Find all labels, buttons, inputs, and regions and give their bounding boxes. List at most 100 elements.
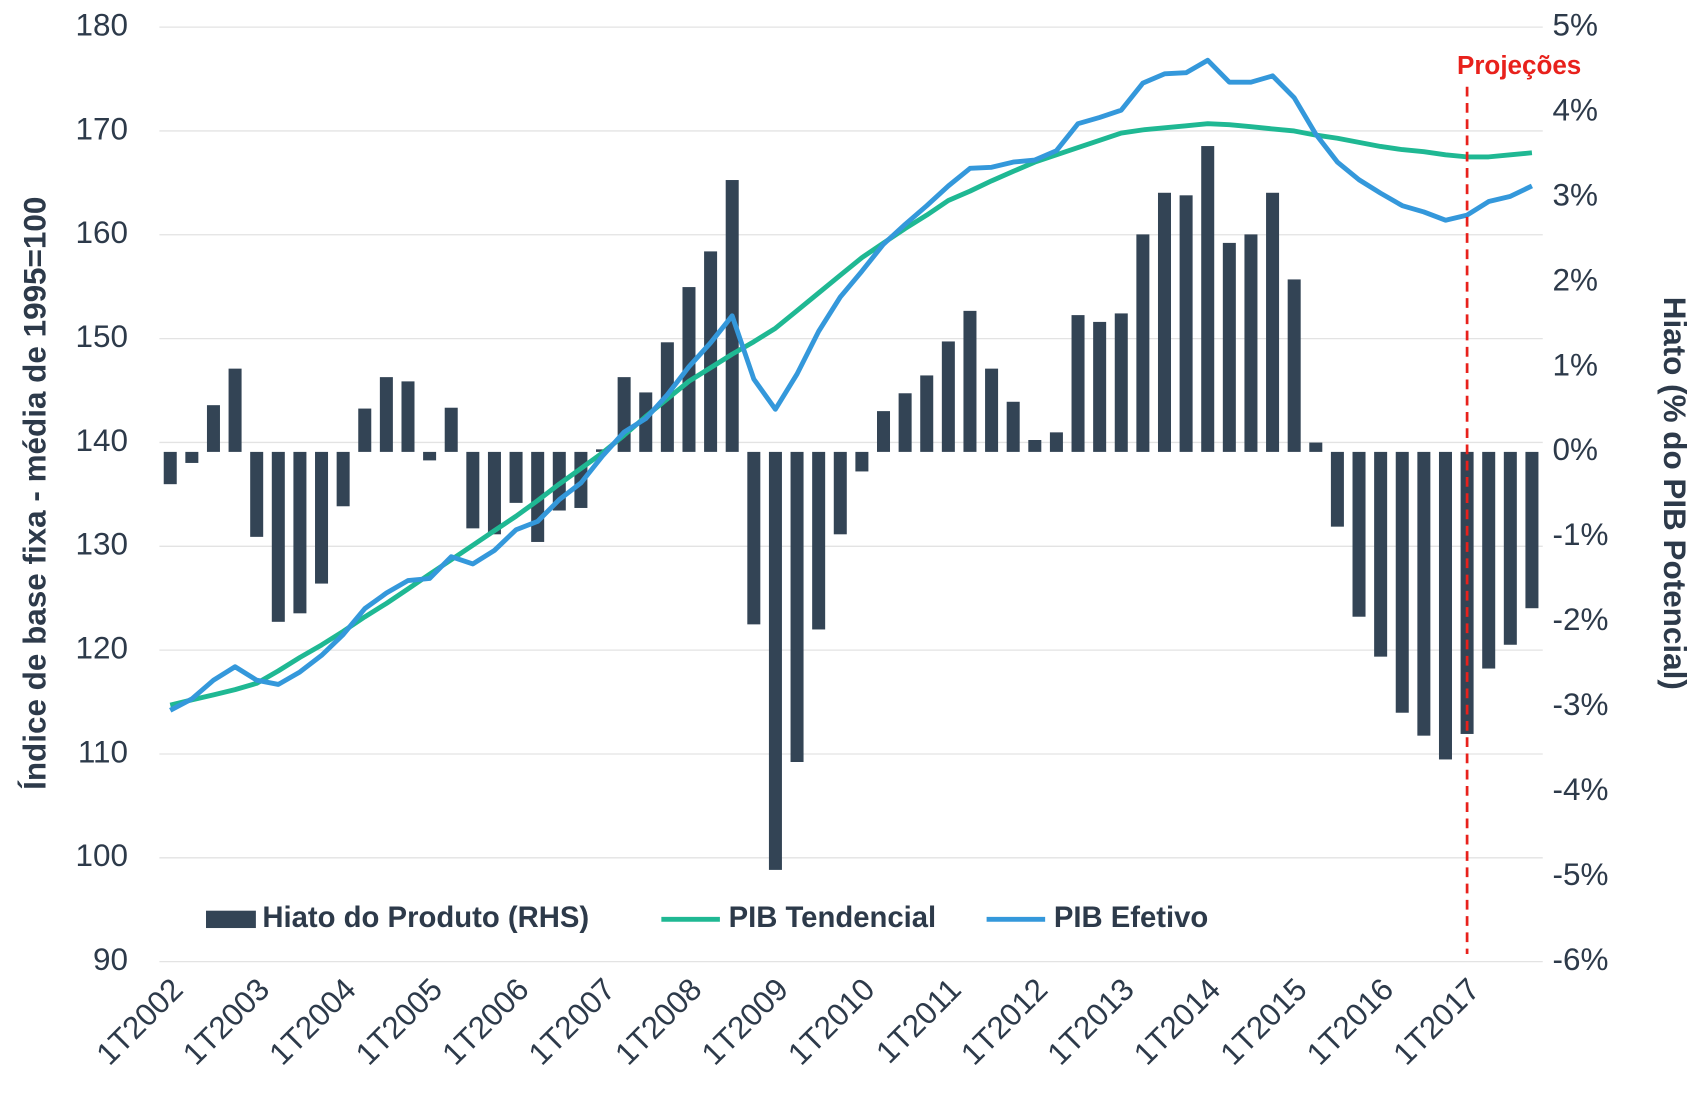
bar xyxy=(1136,234,1150,452)
y2-tick-label: 4% xyxy=(1553,92,1598,127)
bar xyxy=(747,451,761,625)
bar xyxy=(1157,192,1171,452)
bar xyxy=(1503,451,1517,645)
legend-label: PIB Efetivo xyxy=(1054,902,1209,934)
bar xyxy=(704,251,718,452)
y2-tick-label: 2% xyxy=(1553,262,1598,297)
y2-tick-label: -4% xyxy=(1553,772,1609,807)
bar xyxy=(790,451,804,762)
x-tick-label: 1T2012 xyxy=(954,972,1054,1072)
bar xyxy=(1330,451,1344,527)
bar xyxy=(185,451,199,463)
bar xyxy=(920,375,934,452)
bar xyxy=(206,405,220,452)
bar xyxy=(985,368,999,452)
y-tick-label: 180 xyxy=(75,7,127,42)
x-tick-label: 1T2013 xyxy=(1041,972,1141,1072)
bar xyxy=(271,451,285,622)
bar xyxy=(1438,451,1452,760)
x-tick-label: 1T2004 xyxy=(263,972,363,1072)
x-tick-label: 1T2011 xyxy=(869,972,967,1070)
y-tick-label: 140 xyxy=(75,423,127,458)
bar xyxy=(358,408,372,452)
x-tick-label: 1T2007 xyxy=(522,972,622,1072)
bar xyxy=(877,411,891,452)
x-tick-label: 1T2006 xyxy=(435,972,535,1072)
bar xyxy=(963,310,977,452)
x-tick-label: 1T2010 xyxy=(781,972,881,1072)
bar xyxy=(315,451,329,584)
bar xyxy=(466,451,480,529)
bar xyxy=(941,341,955,452)
bar xyxy=(812,451,826,630)
x-tick-label: 1T2008 xyxy=(608,972,708,1072)
bar xyxy=(487,451,501,535)
bar xyxy=(1287,279,1301,452)
line xyxy=(169,121,1533,708)
bar xyxy=(1417,451,1431,736)
y2-tick-label: -6% xyxy=(1553,942,1609,977)
bar xyxy=(1352,451,1366,617)
legend-swatch xyxy=(206,910,256,929)
y2-tick-label: 1% xyxy=(1553,347,1598,382)
y2-tick-label: 0% xyxy=(1553,432,1598,467)
bar xyxy=(1028,440,1042,452)
bar xyxy=(1049,432,1063,452)
bar xyxy=(1244,234,1258,452)
x-tick-label: 1T2005 xyxy=(349,972,449,1072)
bar xyxy=(1179,195,1193,452)
y-tick-label: 100 xyxy=(75,838,127,873)
y2-tick-label: 5% xyxy=(1553,7,1598,42)
bar xyxy=(768,451,782,870)
y-tick-label: 110 xyxy=(78,734,128,769)
bar xyxy=(163,451,177,485)
bar xyxy=(1525,451,1539,609)
x-tick-label: 1T2009 xyxy=(695,972,795,1072)
bar xyxy=(1309,442,1323,452)
bar xyxy=(1201,146,1215,452)
bar xyxy=(1006,401,1020,452)
bar xyxy=(423,451,437,461)
x-tick-label: 1T2003 xyxy=(176,972,276,1072)
y-tick-label: 120 xyxy=(75,630,127,665)
line xyxy=(169,57,1533,713)
y-tick-label: 90 xyxy=(93,942,128,977)
x-tick-label: 1T2015 xyxy=(1214,972,1314,1072)
x-tick-label: 1T2002 xyxy=(90,972,190,1072)
bar xyxy=(1266,192,1280,452)
bar xyxy=(228,368,242,452)
bar xyxy=(1482,451,1496,669)
y2-tick-label: -5% xyxy=(1553,857,1609,892)
y-tick-label: 170 xyxy=(75,111,127,146)
bar xyxy=(509,451,523,503)
annotation: Projeções xyxy=(1457,50,1581,80)
bar xyxy=(1374,451,1388,657)
bar xyxy=(898,393,912,452)
bar xyxy=(401,381,415,452)
y-tick-label: 160 xyxy=(75,215,127,250)
bar xyxy=(444,407,458,452)
y-tick-label: 150 xyxy=(75,319,127,354)
y-axis-title: Índice de base fixa - média de 1995=100 xyxy=(18,197,53,790)
y2-tick-label: -2% xyxy=(1553,602,1609,637)
x-tick-label: 1T2014 xyxy=(1127,972,1227,1072)
bar xyxy=(1222,242,1236,452)
y2-axis-title: Hiato (% do PIB Potencial) xyxy=(1657,297,1692,690)
bar xyxy=(1395,451,1409,713)
bar xyxy=(855,451,869,472)
bar xyxy=(250,451,264,537)
bar xyxy=(293,451,307,614)
legend-label: Hiato do Produto (RHS) xyxy=(262,902,589,934)
bar xyxy=(336,451,350,507)
x-tick-label: 1T2017 xyxy=(1386,972,1486,1072)
bar xyxy=(1114,313,1128,452)
bar xyxy=(1071,315,1085,452)
bar xyxy=(833,451,847,535)
x-tick-label: 1T2016 xyxy=(1300,972,1400,1072)
bar xyxy=(379,377,393,452)
y2-tick-label: 3% xyxy=(1553,177,1598,212)
bar xyxy=(639,392,653,452)
y-tick-label: 130 xyxy=(75,527,127,562)
y2-tick-label: -3% xyxy=(1553,687,1609,722)
